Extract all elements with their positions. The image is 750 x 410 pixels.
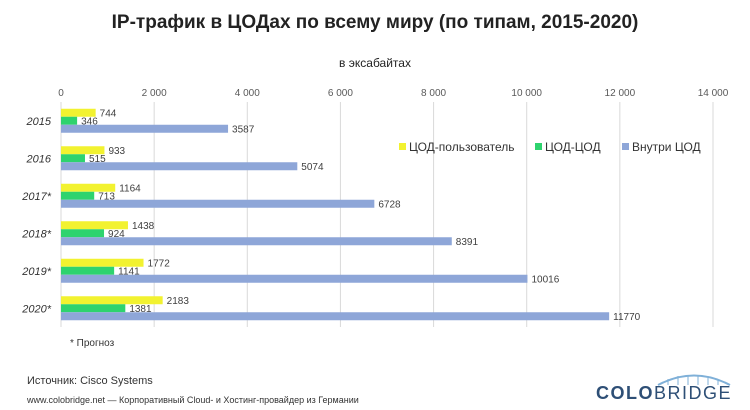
x-tick-label: 8 000 (421, 88, 446, 99)
data-label: 744 (100, 108, 117, 119)
x-tick-label: 14 000 (698, 88, 729, 99)
bar (61, 124, 229, 133)
bar (61, 296, 163, 305)
footer-text: www.colobridge.net — Корпоративный Cloud… (27, 395, 359, 405)
bar (61, 312, 610, 321)
bar (61, 191, 95, 200)
logo-text: COLOBRIDGE (596, 383, 732, 404)
legend-swatch (535, 143, 542, 150)
forecast-note: * Прогноз (70, 338, 115, 349)
logo-text-bridge: BRIDGE (654, 383, 733, 403)
chart-title: IP-трафик в ЦОДах по всему миру (по типа… (111, 12, 639, 33)
category-label: 2016 (26, 153, 52, 165)
data-label: 1381 (129, 304, 152, 315)
data-label: 8391 (456, 237, 479, 248)
bar (61, 154, 85, 163)
data-label: 1164 (119, 183, 141, 194)
data-label: 10016 (531, 274, 559, 285)
data-label: 515 (89, 154, 106, 165)
category-label: 2017* (21, 191, 51, 203)
data-label: 924 (108, 229, 125, 240)
data-label: 713 (98, 191, 115, 202)
data-label: 1438 (132, 221, 155, 232)
bar (61, 199, 375, 208)
bar (61, 146, 105, 155)
data-label: 1772 (148, 258, 171, 269)
category-label: 2019* (21, 266, 51, 278)
source-text: Источник: Cisco Systems (27, 375, 153, 387)
data-label: 346 (81, 116, 98, 127)
category-label: 2015 (26, 116, 52, 128)
data-label: 2183 (167, 296, 190, 307)
data-label: 933 (108, 146, 125, 157)
colobridge-logo: COLOBRIDGE (596, 370, 736, 406)
bar (61, 274, 528, 283)
legend-swatch (622, 143, 629, 150)
x-tick-label: 4 000 (235, 88, 260, 99)
bar (61, 221, 128, 230)
x-tick-label: 10 000 (511, 88, 542, 99)
legend-label: ЦОД-ЦОД (545, 140, 601, 154)
legend-label: Внутри ЦОД (632, 140, 701, 154)
bar (61, 162, 298, 171)
bar (61, 108, 96, 117)
category-label: 2020* (21, 303, 51, 315)
bar-chart: 0 2 000 4 000 6 000 8 000 10 000 12 000 14 000 2… (21, 88, 729, 327)
bar (61, 229, 105, 238)
x-tick-label: 12 000 (605, 88, 636, 99)
data-label: 6728 (378, 199, 401, 210)
data-label: 5074 (301, 162, 324, 173)
bridge-arc-icon (657, 374, 731, 386)
x-tick-label: 6 000 (328, 88, 353, 99)
legend-swatch (399, 143, 406, 150)
chart-subtitle: в эксабайтах (339, 56, 411, 70)
bar (61, 237, 452, 246)
bar (61, 116, 78, 125)
legend-label: ЦОД-пользователь (409, 140, 515, 154)
data-label: 3587 (232, 124, 255, 135)
category-label: 2018* (21, 228, 51, 240)
x-tick-label: 0 (58, 88, 64, 99)
data-label: 1141 (118, 266, 140, 277)
bar (61, 304, 126, 313)
x-tick-label: 2 000 (142, 88, 167, 99)
bar (61, 183, 116, 192)
data-label: 11770 (613, 312, 641, 323)
bar (61, 258, 144, 267)
bar (61, 266, 115, 275)
logo-text-colo: COLO (596, 383, 654, 403)
